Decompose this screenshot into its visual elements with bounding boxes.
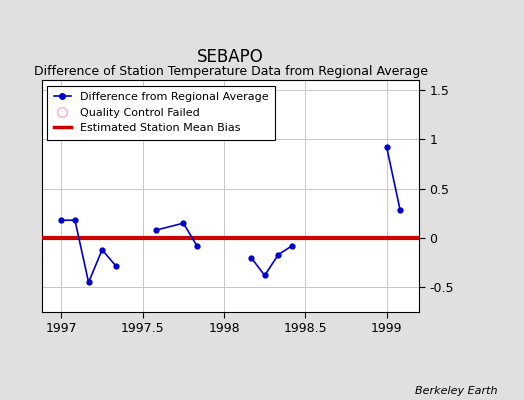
Text: Difference of Station Temperature Data from Regional Average: Difference of Station Temperature Data f… (34, 65, 428, 78)
Text: SEBAPO: SEBAPO (197, 48, 264, 66)
Text: Berkeley Earth: Berkeley Earth (416, 386, 498, 396)
